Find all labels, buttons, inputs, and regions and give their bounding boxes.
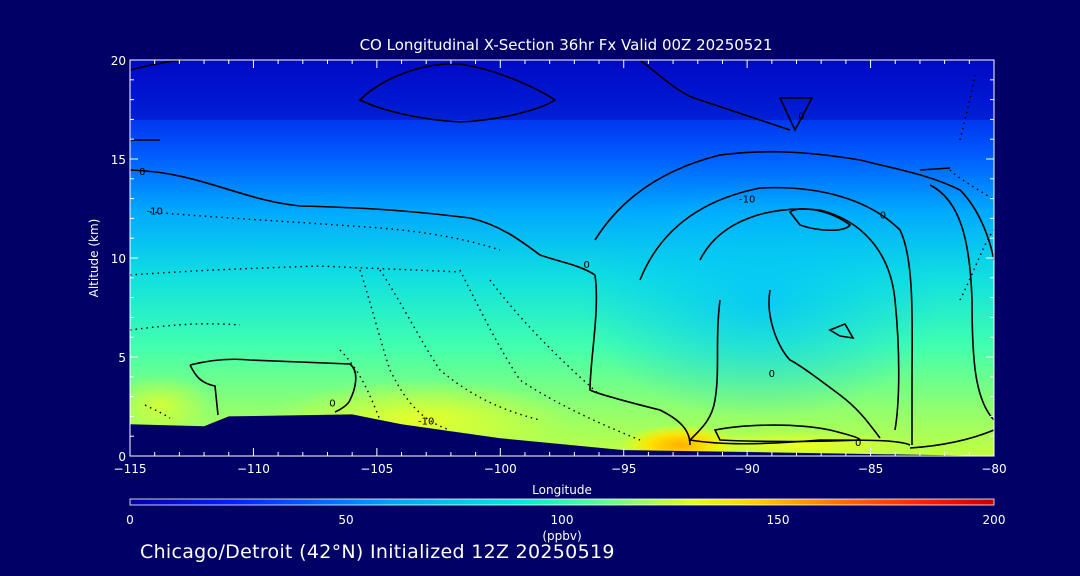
y-tick-label: 15: [111, 153, 126, 167]
y-tick-label: 0: [118, 450, 126, 464]
x-axis-label: Longitude: [532, 483, 592, 497]
colorbar-tick-label: 150: [767, 513, 790, 527]
x-tick-label: −110: [237, 462, 270, 476]
contour-label: 0: [855, 438, 861, 449]
contour-label: -10: [147, 206, 163, 217]
x-tick-label: −85: [858, 462, 883, 476]
colorbar: [129, 498, 995, 506]
contour-label: 0: [880, 210, 886, 221]
x-tick-label: −80: [981, 462, 1006, 476]
colorbar-ticks: 0 50 100 150 200: [126, 513, 1005, 527]
x-axis: −115 −110 −105 −100 −95 −90 −85 −80: [114, 60, 1007, 476]
x-tick-label: −95: [611, 462, 636, 476]
y-axis-label: Altitude (km): [87, 219, 101, 298]
y-tick-label: 10: [111, 252, 126, 266]
contour-lines: [130, 60, 994, 449]
terrain-mask: [130, 414, 994, 456]
x-tick-label: −90: [734, 462, 759, 476]
concentration-field: [130, 60, 994, 456]
contour-label: -10: [418, 416, 434, 427]
contour-label: 0: [769, 369, 775, 380]
contour-label: 0: [583, 260, 589, 271]
contour-label: -10: [739, 195, 755, 206]
colorbar-tick-label: 0: [126, 513, 134, 527]
y-tick-label: 5: [118, 351, 126, 365]
negative-contour-lines: [130, 74, 994, 441]
colorbar-tick-label: 100: [551, 513, 574, 527]
forecast-caption: Chicago/Detroit (42°N) Initialized 12Z 2…: [140, 541, 615, 563]
y-axis: 0 5 10 15 20: [111, 54, 994, 464]
colorbar-units: (ppbv): [542, 529, 581, 543]
colorbar-tick-label: 200: [983, 513, 1006, 527]
contour-label: 0: [329, 399, 335, 410]
chart-title: CO Longitudinal X-Section 36hr Fx Valid …: [360, 36, 773, 54]
x-tick-label: −100: [484, 462, 517, 476]
x-tick-label: −115: [114, 462, 147, 476]
colorbar-tick-label: 50: [338, 513, 353, 527]
contour-labels: 0 -10 0 -10 0 0 -10 0 0 0: [139, 111, 886, 449]
x-tick-label: −105: [360, 462, 393, 476]
contour-label: 0: [139, 167, 145, 178]
contour-label: 0: [798, 111, 804, 122]
y-tick-label: 20: [111, 54, 126, 68]
